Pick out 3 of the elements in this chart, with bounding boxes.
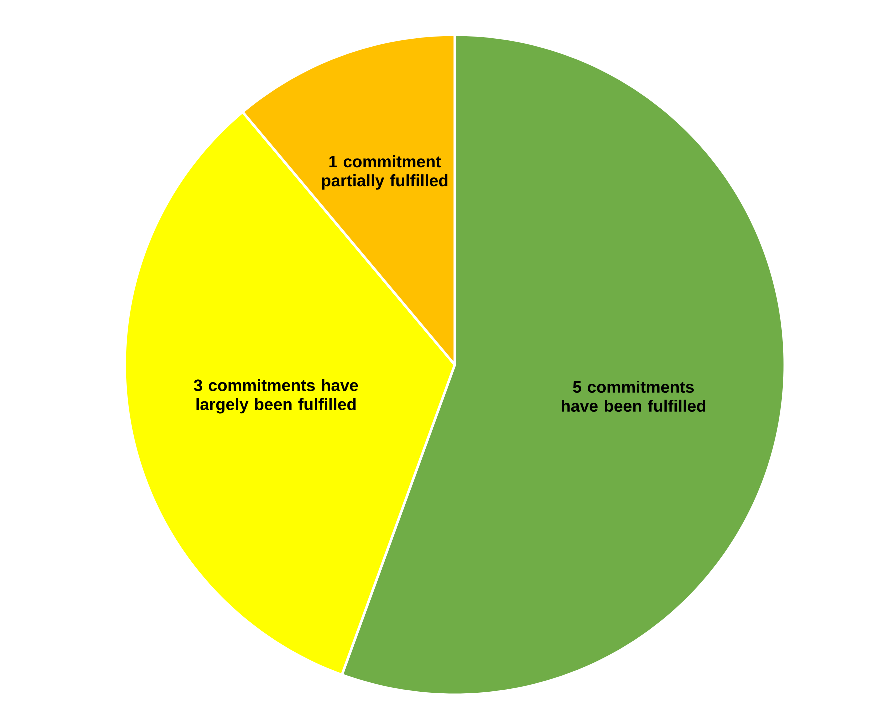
slice-label: 3 commitments have largely been fulfilled [194, 379, 358, 414]
slice-label: 1 commitment partially fulfilled [322, 156, 448, 190]
slice-label: 5 commitments have been fulfilled [562, 380, 706, 412]
